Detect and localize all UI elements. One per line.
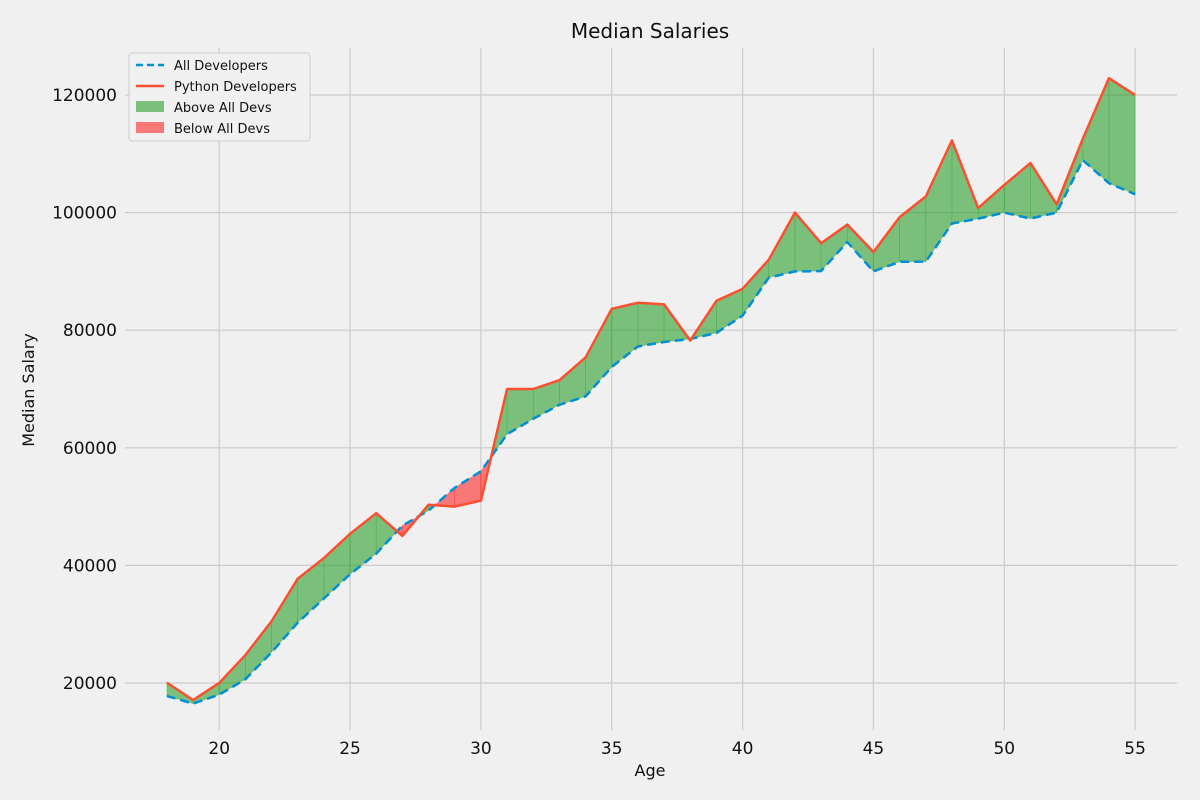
y-tick-label: 120000 <box>52 86 117 106</box>
x-tick-label: 55 <box>1124 739 1146 759</box>
y-tick-label: 40000 <box>63 556 117 576</box>
y-axis-label: Median Salary <box>19 333 38 447</box>
x-tick-label: 35 <box>601 739 623 759</box>
x-tick-label: 40 <box>732 739 754 759</box>
x-tick-label: 30 <box>470 739 492 759</box>
legend-swatch-above-all-devs <box>136 101 164 112</box>
series-line-python-developers <box>166 76 1136 702</box>
y-tick-label: 100000 <box>52 204 117 224</box>
fill-above-all-devs <box>1108 77 1136 195</box>
x-axis-label: Age <box>635 761 666 780</box>
legend-label-python-developers: Python Developers <box>174 80 297 95</box>
x-tick-label: 45 <box>863 739 885 759</box>
series-lines <box>166 76 1136 705</box>
y-tick-label: 60000 <box>63 439 117 459</box>
legend-swatch-below-all-devs <box>136 122 164 133</box>
legend: All Developers Python Developers Above A… <box>128 52 311 142</box>
y-tick-label: 80000 <box>63 321 117 341</box>
legend-label-all-developers: All Developers <box>174 59 268 74</box>
legend-label-below-all-devs: Below All Devs <box>174 122 270 137</box>
tick-labels: 20 25 30 35 40 45 50 55 20000 40000 60000 80000 1000… <box>52 86 1146 759</box>
chart-title: Median Salaries <box>571 19 729 43</box>
fill-above-all-devs <box>637 302 665 347</box>
x-tick-label: 20 <box>208 739 230 759</box>
x-tick-label: 25 <box>339 739 361 759</box>
legend-label-above-all-devs: Above All Devs <box>174 101 272 116</box>
series-line-all-developers <box>166 158 1136 705</box>
x-tick-label: 50 <box>993 739 1015 759</box>
legend-box <box>128 52 311 142</box>
y-tick-label: 20000 <box>63 674 117 694</box>
